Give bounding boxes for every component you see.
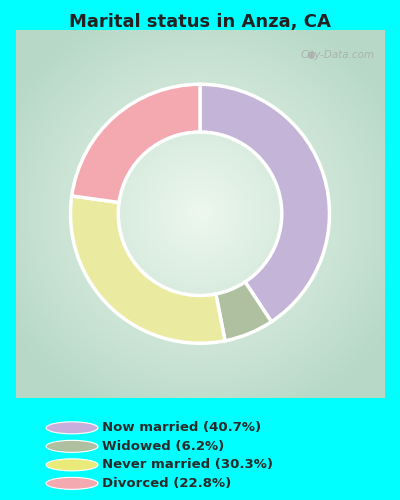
- Circle shape: [46, 440, 98, 452]
- Text: ●: ●: [306, 50, 315, 60]
- Wedge shape: [200, 84, 330, 322]
- Wedge shape: [70, 196, 225, 343]
- Wedge shape: [72, 84, 200, 202]
- Circle shape: [46, 459, 98, 471]
- Wedge shape: [216, 282, 272, 341]
- Text: Widowed (6.2%): Widowed (6.2%): [102, 440, 224, 453]
- Text: Divorced (22.8%): Divorced (22.8%): [102, 477, 231, 490]
- Circle shape: [46, 422, 98, 434]
- Text: Never married (30.3%): Never married (30.3%): [102, 458, 273, 471]
- Text: City-Data.com: City-Data.com: [300, 50, 374, 60]
- Text: Marital status in Anza, CA: Marital status in Anza, CA: [69, 12, 331, 30]
- Circle shape: [46, 478, 98, 490]
- Text: Now married (40.7%): Now married (40.7%): [102, 422, 261, 434]
